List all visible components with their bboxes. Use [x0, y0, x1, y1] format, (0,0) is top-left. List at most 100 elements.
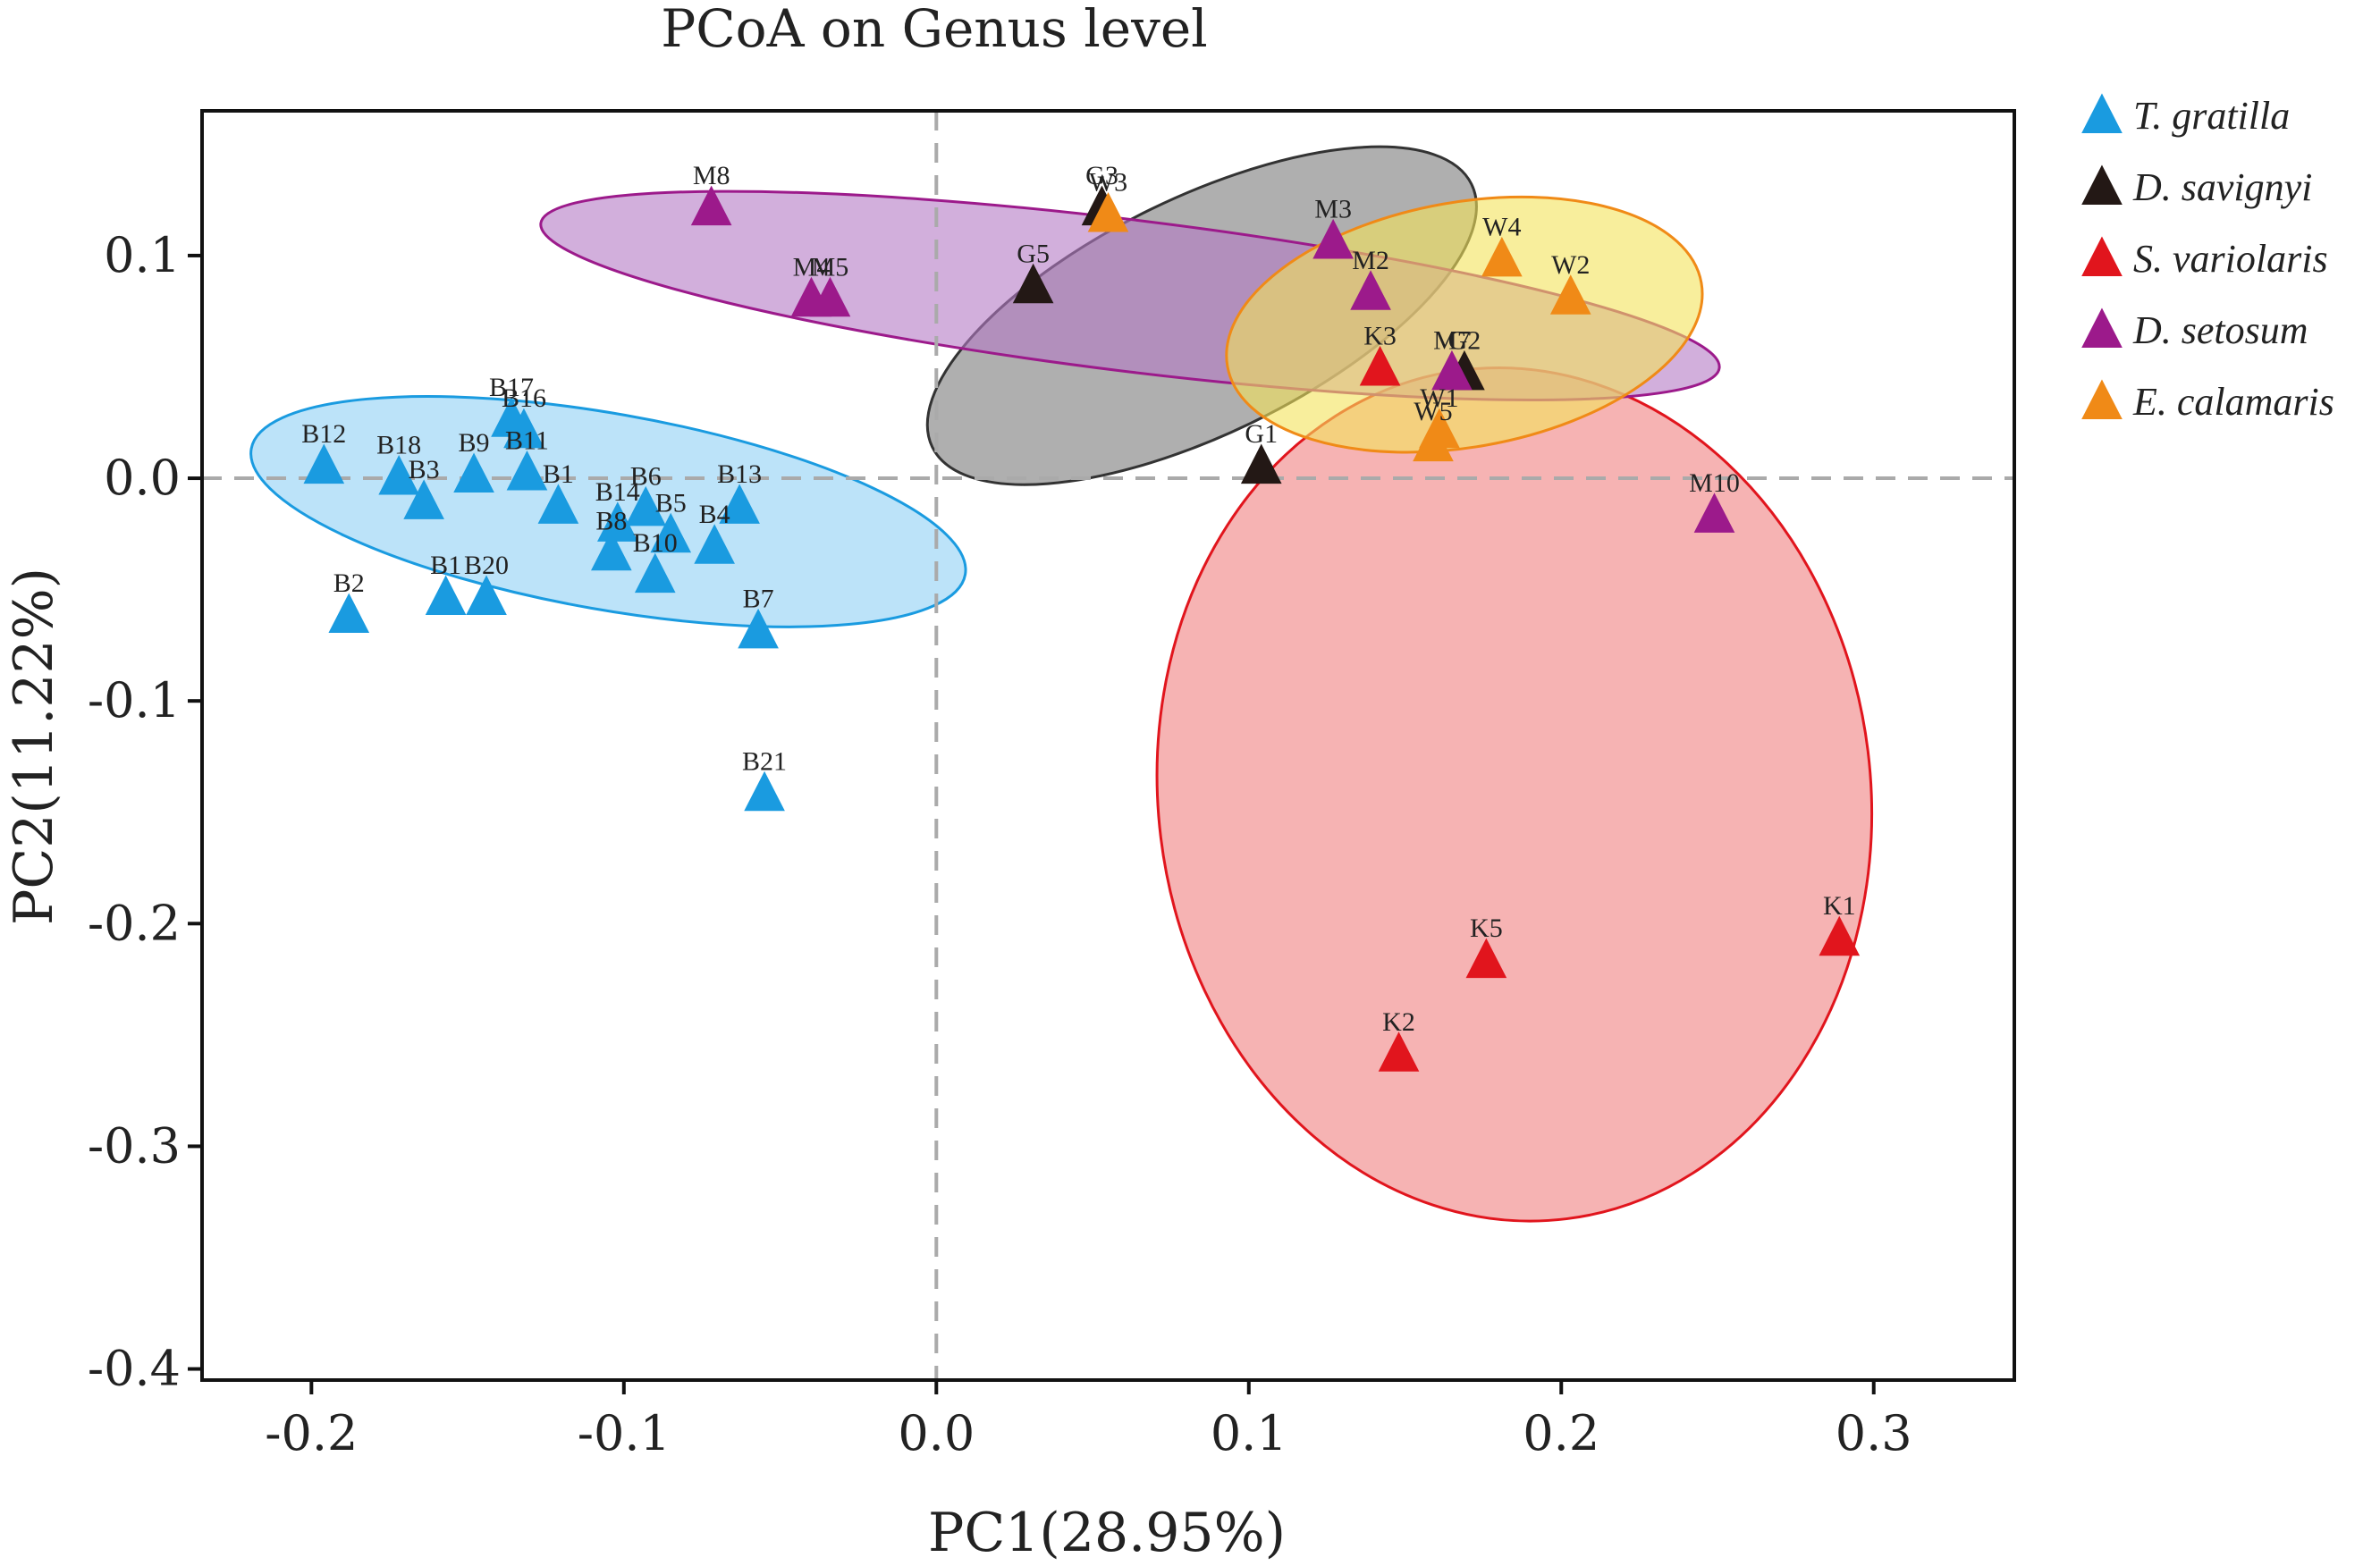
legend: T. gratilla D. savignyi S. variolaris D. se…	[2081, 93, 2334, 424]
zero-lines	[202, 111, 2014, 1380]
legend-marker-s-variolaris	[2081, 236, 2123, 276]
sample-points	[303, 185, 1861, 1072]
point-d-setosum	[809, 276, 851, 317]
y-axis-ticks: 0.1 0.0 -0.1 -0.2 -0.3 -0.4	[88, 227, 202, 1397]
point-t-gratilla	[591, 530, 632, 571]
confidence-ellipses	[249, 145, 1874, 1223]
point-label: B8	[595, 506, 627, 535]
x-tick-label: 0.3	[1836, 1405, 1912, 1461]
point-label: B3	[409, 455, 440, 484]
point-t-gratilla	[537, 484, 579, 524]
point-d-savignyi	[1240, 443, 1282, 484]
point-label: B1	[543, 459, 574, 489]
point-e-calamaris	[1087, 192, 1129, 232]
point-label: K5	[1470, 914, 1503, 943]
point-label: K1	[1823, 891, 1856, 921]
point-label: M3	[1314, 194, 1352, 223]
point-label: B11	[505, 426, 549, 456]
legend-label-d-setosum: D. setosum	[2132, 308, 2308, 352]
point-s-variolaris	[1465, 938, 1507, 979]
point-label: B10	[633, 528, 678, 558]
legend-marker-d-setosum	[2081, 307, 2123, 348]
point-t-gratilla	[453, 452, 494, 493]
point-label: W5	[1414, 397, 1452, 426]
point-s-variolaris	[1359, 345, 1401, 386]
y-tick-label: -0.3	[88, 1117, 181, 1174]
point-d-setosum	[1350, 270, 1391, 310]
x-tick-label: -0.1	[578, 1405, 671, 1461]
chart-title: PCoA on Genus level	[661, 0, 1207, 59]
point-label: B13	[717, 459, 762, 489]
legend-marker-e-calamaris	[2081, 379, 2123, 419]
point-d-savignyi	[1012, 263, 1054, 304]
point-label: B14	[595, 477, 640, 507]
point-t-gratilla	[694, 524, 735, 564]
point-label: B17	[489, 373, 534, 402]
y-axis-title: PC2(11.22%)	[3, 568, 65, 925]
point-label: W1	[1420, 383, 1458, 413]
point-label: G1	[1245, 419, 1278, 449]
point-label: K3	[1363, 321, 1397, 350]
x-tick-label: 0.2	[1523, 1405, 1599, 1461]
point-label: M8	[693, 161, 730, 190]
y-tick-label: -0.4	[88, 1341, 181, 1397]
point-label: M4	[793, 252, 831, 282]
point-label: B21	[742, 746, 787, 776]
point-t-gratilla	[719, 484, 760, 524]
point-label: W2	[1551, 250, 1590, 280]
point-label: B16	[502, 383, 546, 413]
point-t-gratilla	[650, 512, 692, 553]
point-t-gratilla	[303, 443, 345, 484]
ellipse-t-gratilla	[249, 395, 967, 628]
y-tick-label: 0.1	[104, 227, 181, 283]
point-t-gratilla	[328, 593, 370, 633]
legend-label-e-calamaris: E. calamaris	[2132, 380, 2334, 424]
x-axis-ticks: -0.2 -0.1 0.0 0.1 0.2 0.3	[265, 1380, 1912, 1461]
point-s-variolaris	[1819, 915, 1861, 956]
legend-label-s-variolaris: S. variolaris	[2133, 237, 2328, 281]
y-tick-label: 0.0	[104, 450, 181, 506]
point-t-gratilla	[503, 408, 544, 449]
point-label: K2	[1382, 1007, 1415, 1037]
point-e-calamaris	[1413, 421, 1454, 462]
legend-label-d-savignyi: D. savignyi	[2132, 165, 2312, 209]
point-label: B20	[464, 551, 509, 580]
point-d-setosum	[1312, 218, 1354, 259]
point-t-gratilla	[425, 575, 467, 616]
point-label: B1	[430, 551, 461, 580]
point-d-setosum	[1693, 493, 1735, 533]
point-d-setosum	[1431, 349, 1473, 391]
point-t-gratilla	[506, 450, 548, 491]
point-label: G2	[1448, 325, 1481, 355]
y-tick-label: -0.2	[88, 895, 181, 951]
point-label: W4	[1482, 212, 1521, 241]
point-label: G5	[1017, 239, 1050, 268]
legend-label-t-gratilla: T. gratilla	[2133, 94, 2290, 138]
x-tick-label: 0.0	[898, 1405, 975, 1461]
point-t-gratilla	[378, 455, 419, 495]
point-t-gratilla	[403, 479, 444, 519]
point-label: W3	[1089, 168, 1127, 198]
point-e-calamaris	[1549, 274, 1591, 315]
point-label: M2	[1352, 246, 1389, 275]
point-label: B2	[333, 568, 365, 598]
point-label: M10	[1689, 468, 1740, 498]
point-t-gratilla	[738, 608, 779, 649]
ellipse-e-calamaris	[1225, 195, 1704, 454]
point-label: B5	[655, 488, 687, 518]
point-label: M7	[1433, 325, 1471, 355]
x-tick-label: -0.2	[265, 1405, 358, 1461]
ellipse-s-variolaris	[1155, 366, 1874, 1223]
point-label: G3	[1085, 161, 1118, 190]
point-t-gratilla	[634, 552, 676, 594]
point-label: B4	[699, 500, 730, 529]
point-label: B6	[630, 461, 662, 491]
point-e-calamaris	[1481, 236, 1523, 277]
y-tick-label: -0.1	[88, 672, 181, 728]
point-label: B9	[459, 428, 490, 458]
point-label: M5	[812, 252, 849, 282]
point-t-gratilla	[625, 485, 667, 526]
point-t-gratilla	[744, 770, 785, 812]
